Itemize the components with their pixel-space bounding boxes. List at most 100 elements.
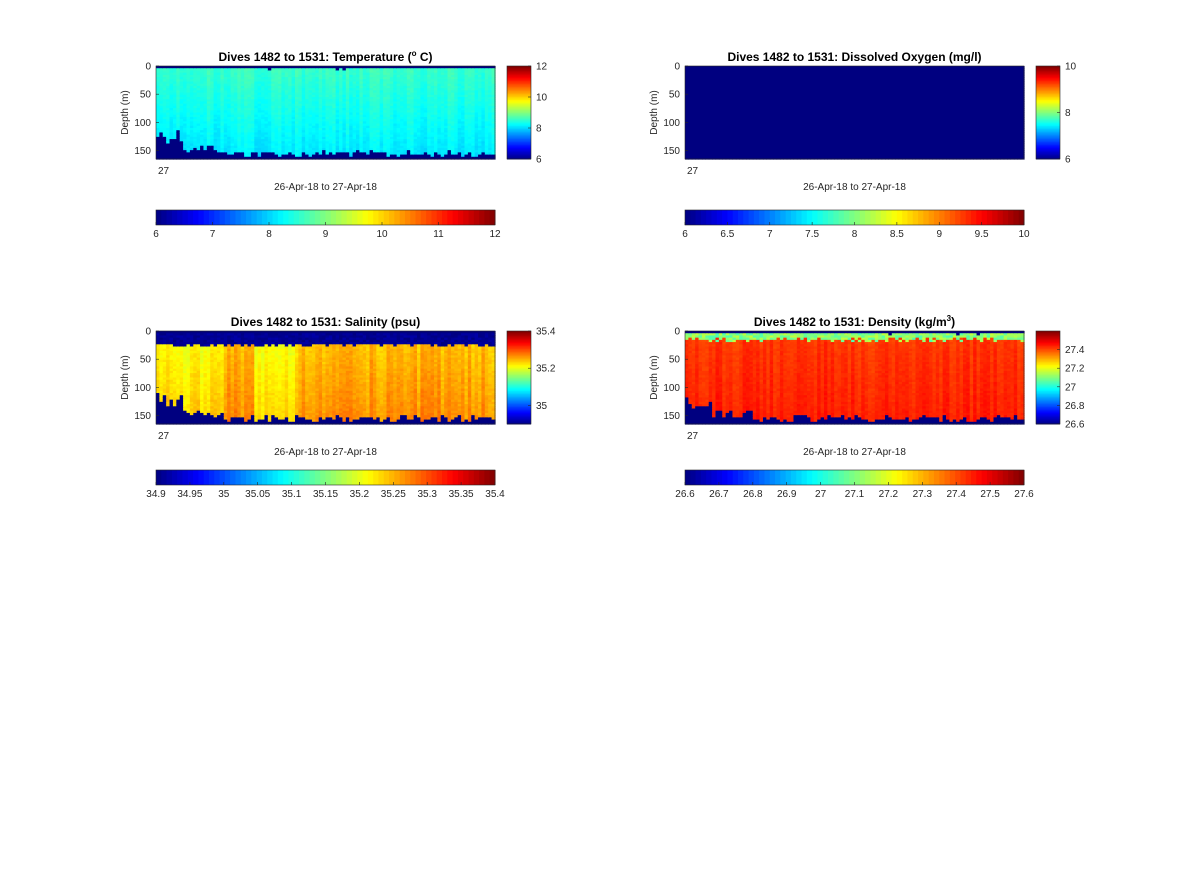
heatmap-cell — [179, 121, 184, 125]
heatmap-cell — [315, 145, 320, 149]
heatmap-cell — [284, 83, 289, 87]
heatmap-cell — [339, 114, 344, 118]
heatmap-cell — [362, 112, 367, 116]
heatmap-cell — [311, 81, 316, 85]
heatmap-cell — [271, 116, 276, 120]
heatmap-cell — [298, 108, 303, 111]
heatmap-cell — [166, 85, 171, 89]
heatmap-cell — [369, 119, 374, 122]
heatmap-cell — [267, 121, 272, 125]
heatmap-cell — [372, 81, 377, 85]
heatmap-cell — [261, 121, 266, 125]
heatmap-cell — [284, 132, 289, 136]
heatmap-cell — [217, 134, 222, 138]
heatmap-cell — [166, 154, 171, 158]
heatmap-cell — [342, 145, 347, 149]
heatmap-cell — [271, 66, 276, 69]
heatmap-cell — [332, 101, 337, 105]
heatmap-cell — [156, 116, 160, 120]
heatmap-cell — [213, 128, 218, 131]
heatmap-cell — [267, 68, 272, 72]
heatmap-cell — [267, 152, 272, 156]
heatmap-cell — [271, 108, 276, 111]
heatmap-cell — [328, 112, 333, 116]
heatmap-cell — [311, 150, 316, 153]
heatmap-cell — [183, 128, 188, 131]
heatmap-cell — [206, 136, 211, 140]
heatmap-cell — [369, 81, 374, 85]
heatmap-cell — [284, 128, 289, 131]
heatmap-cell — [322, 125, 327, 129]
heatmap-cell — [369, 66, 374, 69]
heatmap-cell — [244, 147, 249, 151]
bottom-colorbar-segment — [415, 210, 422, 225]
heatmap-cell — [240, 141, 245, 145]
heatmap-cell — [376, 79, 381, 83]
heatmap-cell — [335, 66, 340, 69]
heatmap-cell — [166, 70, 171, 74]
heatmap-cell — [356, 72, 360, 76]
heatmap-cell — [200, 110, 205, 114]
heatmap-cell — [311, 83, 316, 87]
heatmap-cell — [210, 110, 215, 114]
heatmap-cell — [240, 101, 245, 105]
heatmap-cell — [196, 103, 201, 107]
heatmap-cell — [345, 81, 350, 85]
heatmap-cell — [250, 150, 255, 153]
heatmap-cell — [284, 139, 289, 142]
heatmap-cell — [237, 97, 242, 100]
heatmap-cell — [193, 74, 198, 78]
heatmap-cell — [332, 132, 337, 136]
heatmap-cell — [223, 156, 228, 160]
heatmap-cell — [254, 154, 259, 158]
heatmap-cell — [366, 154, 371, 158]
heatmap-cell — [244, 123, 249, 127]
heatmap-cell — [267, 83, 272, 87]
heatmap-cell — [325, 123, 330, 127]
heatmap-cell — [372, 108, 377, 111]
heatmap-cell — [271, 92, 276, 96]
heatmap-cell — [220, 112, 225, 116]
heatmap-cell — [176, 90, 181, 94]
heatmap-cell — [318, 66, 323, 69]
heatmap-cell — [298, 83, 303, 87]
heatmap-cell — [294, 114, 299, 118]
heatmap-cell — [240, 92, 245, 96]
heatmap-cell — [200, 128, 205, 131]
heatmap-cell — [189, 121, 194, 125]
heatmap-cell — [206, 83, 211, 87]
heatmap-cell — [254, 79, 259, 83]
heatmap-cell — [183, 152, 188, 156]
heatmap-cell — [267, 77, 272, 80]
heatmap-cell — [267, 147, 272, 151]
heatmap-cell — [339, 116, 344, 120]
heatmap-cell — [166, 156, 171, 160]
heatmap-cell — [325, 116, 330, 120]
heatmap-cell — [332, 99, 337, 103]
heatmap-cell — [325, 83, 330, 87]
heatmap-cell — [179, 77, 184, 80]
heatmap-cell — [196, 136, 201, 140]
heatmap-cell — [220, 97, 225, 100]
heatmap-cell — [240, 136, 245, 140]
heatmap-cell — [291, 66, 296, 69]
heatmap-cell — [172, 101, 177, 105]
heatmap-cell — [169, 154, 174, 158]
heatmap-cell — [284, 136, 289, 140]
bottom-colorbar-segment — [314, 210, 321, 225]
heatmap-cell — [305, 74, 310, 78]
heatmap-cell — [213, 143, 218, 147]
heatmap-cell — [356, 99, 360, 103]
heatmap-cell — [227, 77, 232, 80]
heatmap-cell — [264, 141, 269, 145]
heatmap-cell — [220, 154, 225, 158]
heatmap-cell — [311, 141, 316, 145]
heatmap-cell — [189, 90, 194, 94]
heatmap-cell — [200, 121, 205, 125]
heatmap-cell — [281, 81, 286, 85]
heatmap-cell — [213, 134, 218, 138]
heatmap-cell — [379, 66, 384, 69]
heatmap-cell — [200, 94, 205, 98]
heatmap-cell — [237, 103, 242, 107]
heatmap-cell — [311, 119, 316, 122]
